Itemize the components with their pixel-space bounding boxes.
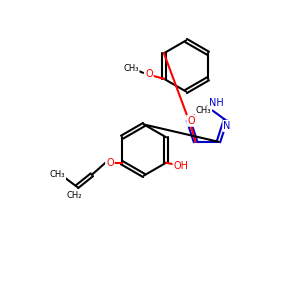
Text: O: O <box>106 158 114 168</box>
Text: N: N <box>224 121 231 131</box>
Text: CH₃: CH₃ <box>50 170 65 179</box>
Text: OH: OH <box>174 161 189 171</box>
Text: CH₃: CH₃ <box>196 106 211 116</box>
Text: O: O <box>145 69 153 79</box>
Text: O: O <box>187 116 195 126</box>
Text: NH: NH <box>208 98 224 109</box>
Text: CH₂: CH₂ <box>66 191 82 200</box>
Text: CH₃: CH₃ <box>123 64 139 73</box>
